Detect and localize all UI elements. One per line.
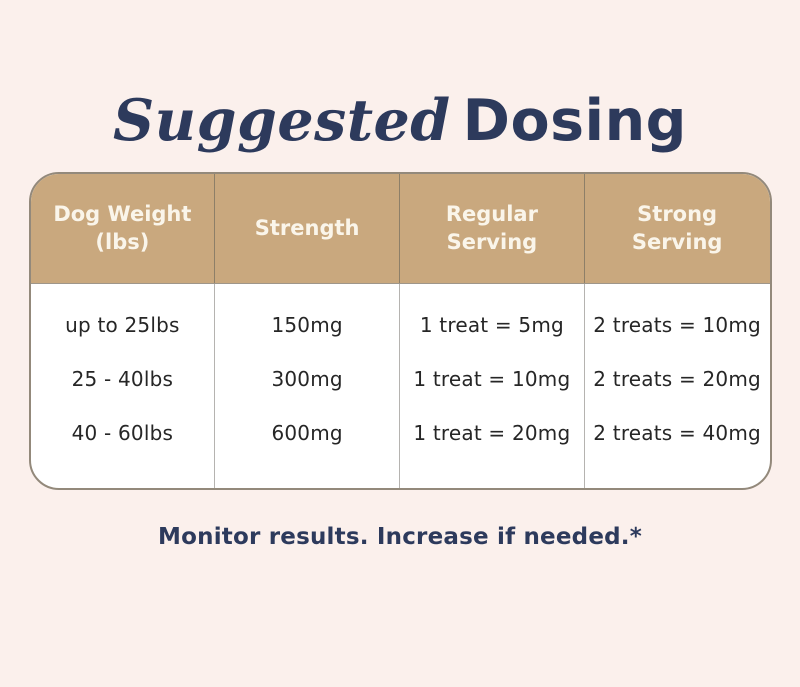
- table-cell: 150mg: [271, 312, 343, 337]
- table-body: up to 25lbs 25 - 40lbs 40 - 60lbs 150mg …: [31, 283, 770, 488]
- table-cell: 300mg: [271, 366, 343, 391]
- header-cell-strong-serving: Strong Serving: [631, 201, 723, 255]
- page-title: Suggested Dosing: [0, 0, 800, 155]
- table-cell: up to 25lbs: [65, 312, 180, 337]
- table-cell: 1 treat = 5mg: [419, 312, 564, 337]
- table-cell: 2 treats = 20mg: [593, 366, 761, 391]
- title-italic-word: Suggested: [113, 87, 451, 154]
- table-cell: 2 treats = 40mg: [593, 420, 761, 445]
- table-cell: 1 treat = 10mg: [413, 366, 571, 391]
- table-cell: 600mg: [271, 420, 343, 445]
- table-cell: 1 treat = 20mg: [413, 420, 571, 445]
- table-column-strong-serving: 2 treats = 10mg 2 treats = 20mg 2 treats…: [585, 284, 770, 488]
- table-cell: 25 - 40lbs: [71, 366, 174, 391]
- table-cell: 40 - 60lbs: [71, 420, 174, 445]
- table-header-row: Dog Weight (lbs) Strength Regular Servin…: [30, 173, 770, 284]
- table-column-dog-weight: up to 25lbs 25 - 40lbs 40 - 60lbs: [31, 283, 216, 488]
- footnote-text: Monitor results. Increase if needed.*: [158, 523, 642, 550]
- dosing-table: Dog Weight (lbs) Strength Regular Servin…: [28, 171, 772, 490]
- header-cell-dog-weight: Dog Weight (lbs): [31, 173, 216, 283]
- title-sans-word: Dosing: [462, 88, 687, 154]
- table-column-regular-serving: 1 treat = 5mg 1 treat = 10mg 1 treat = 2…: [400, 283, 585, 488]
- header-cell-strength: Strength: [215, 173, 400, 283]
- header-cell-regular-serving: Regular Serving: [400, 173, 585, 283]
- table-column-strength: 150mg 300mg 600mg: [215, 283, 400, 488]
- table-cell: 2 treats = 10mg: [593, 312, 761, 337]
